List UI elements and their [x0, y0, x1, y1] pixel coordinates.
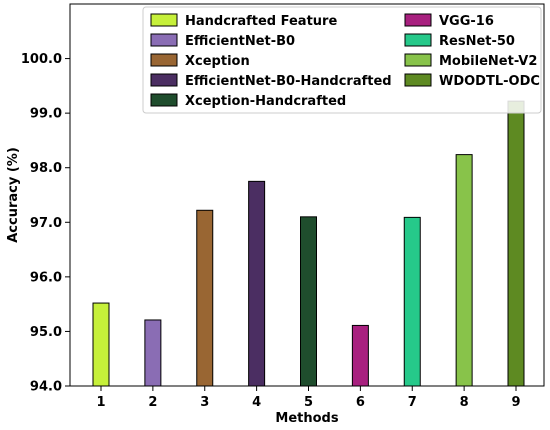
bar-2 — [144, 319, 162, 387]
legend-label: EfficientNet-B0 — [185, 34, 295, 49]
x-tick-label: 8 — [460, 395, 469, 410]
plot-frame — [69, 3, 545, 387]
legend-swatch — [150, 53, 178, 67]
legend: Handcrafted Feature EfficientNet-B0 Xcepti… — [142, 6, 542, 114]
legend-label: EfficientNet-B0-Handcrafted — [185, 74, 392, 89]
bar-8 — [455, 154, 473, 387]
legend-label: Xception-Handcrafted — [185, 94, 346, 109]
legend-swatch — [404, 53, 432, 67]
bar-3 — [196, 209, 214, 387]
y-tick-label: 94.0 — [30, 380, 62, 395]
y-tick-label: 98.0 — [30, 161, 62, 176]
y-tick-label: 96.0 — [30, 270, 62, 285]
y-tick-label: 99.0 — [30, 107, 62, 122]
bar-4 — [248, 180, 266, 387]
y-axis-label: Accuracy (%) — [6, 147, 21, 243]
legend-swatch — [404, 33, 432, 47]
legend-swatch — [150, 93, 178, 107]
bars-layer — [92, 100, 525, 387]
y-tick-label: 100.0 — [21, 52, 62, 67]
legend-swatch — [150, 73, 178, 87]
legend-label: ResNet-50 — [439, 34, 515, 49]
y-ticks: 94.0 95.0 96.0 97.0 98.0 99.0 100.0 — [21, 52, 70, 395]
x-tick-label: 3 — [200, 395, 209, 410]
y-tick-label: 95.0 — [30, 325, 62, 340]
legend-label: Xception — [185, 54, 250, 69]
legend-label: WDODTL-ODC — [439, 74, 540, 89]
y-tick-label: 97.0 — [30, 216, 62, 231]
x-tick-label: 2 — [148, 395, 157, 410]
legend-swatch — [404, 73, 432, 87]
bar-9 — [507, 100, 525, 387]
x-tick-label: 9 — [511, 395, 520, 410]
legend-swatch — [150, 13, 178, 27]
legend-swatch — [150, 33, 178, 47]
legend-label: MobileNet-V2 — [439, 54, 537, 69]
x-tick-label: 6 — [356, 395, 365, 410]
legend-swatch — [404, 13, 432, 27]
legend-label: VGG-16 — [439, 14, 494, 29]
bar-5 — [300, 216, 317, 387]
x-axis-label: Methods — [275, 411, 338, 426]
x-tick-label: 1 — [96, 395, 105, 410]
x-tick-label: 7 — [408, 395, 417, 410]
x-tick-label: 5 — [304, 395, 313, 410]
legend-label: Handcrafted Feature — [185, 14, 337, 29]
x-ticks: 1 2 3 4 5 6 7 8 9 — [96, 386, 521, 410]
legend-frame — [142, 6, 542, 114]
bar-7 — [403, 216, 421, 387]
bar-1 — [92, 302, 110, 387]
bar-6 — [351, 324, 369, 387]
x-tick-label: 4 — [252, 395, 261, 410]
